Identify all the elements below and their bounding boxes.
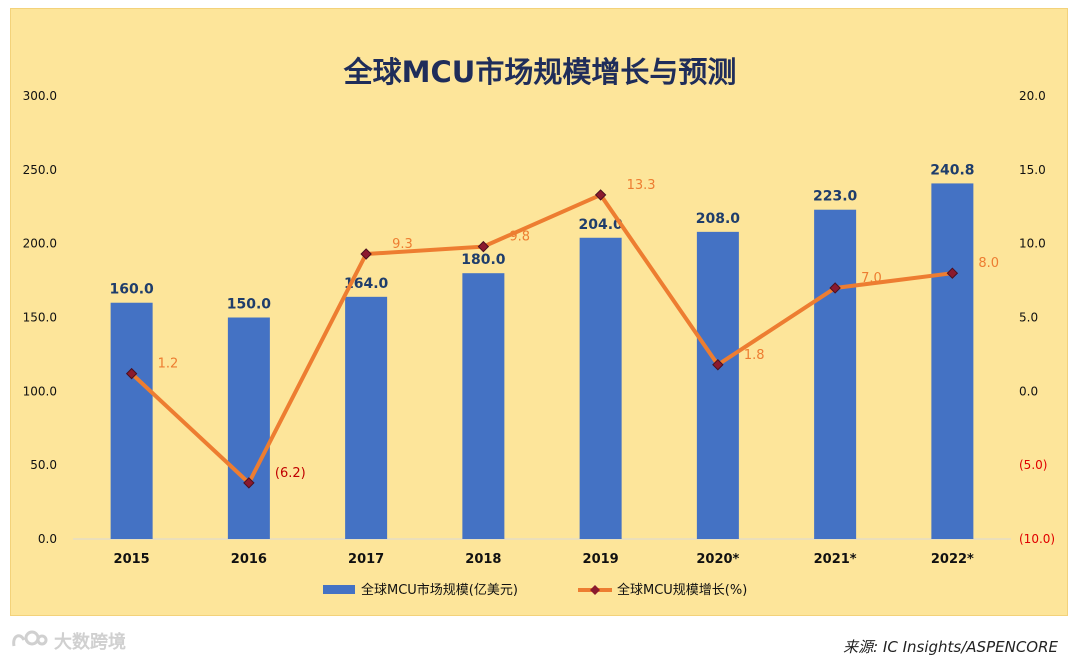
x-axis-tick-label: 2021* <box>814 552 857 567</box>
left-axis-tick-label: 100.0 <box>23 384 57 398</box>
line-point-marker <box>477 240 490 253</box>
x-axis-tick-label: 2015 <box>114 552 150 567</box>
line-data-label: 13.3 <box>627 178 656 193</box>
chart-svg: 全球MCU市场规模增长与预测 0.0 50.0 100.0 150.0 200.0 250.… <box>23 55 1055 598</box>
line-data-label: 9.8 <box>509 230 530 245</box>
right-axis-tick-label: 20.0 <box>1019 89 1046 103</box>
bar-data-label: 160.0 <box>109 282 154 298</box>
line-point-marker <box>829 282 841 294</box>
watermark-text: 大数跨境 <box>54 632 126 653</box>
bar <box>931 183 974 539</box>
legend-bar-label: 全球MCU市场规模(亿美元) <box>361 582 518 598</box>
right-axis-tick-label: 15.0 <box>1019 163 1046 177</box>
right-axis-tick-label: (10.0) <box>1019 532 1055 546</box>
bar-data-label: 204.0 <box>578 217 623 233</box>
x-axis-tick-label: 2022* <box>931 552 974 567</box>
bar-data-label: 180.0 <box>461 252 506 268</box>
x-axis-tick-label: 2016 <box>231 552 267 567</box>
line-data-label: 1.2 <box>158 357 179 372</box>
left-axis-tick-label: 0.0 <box>38 532 57 546</box>
left-axis-tick-label: 250.0 <box>23 163 57 177</box>
watermark-logo-icon <box>12 630 48 647</box>
right-axis-tick-label: 10.0 <box>1019 237 1046 251</box>
line-point-marker <box>594 189 607 201</box>
bar <box>462 273 505 539</box>
bar <box>345 296 388 539</box>
bar-data-label: 208.0 <box>696 211 741 227</box>
left-axis-tick-label: 300.0 <box>23 89 57 103</box>
x-axis-tick-label: 2019 <box>583 552 619 567</box>
chart-panel: 全球MCU市场规模增长与预测 0.0 50.0 100.0 150.0 200.0 250.… <box>10 8 1068 616</box>
chart-title: 全球MCU市场规模增长与预测 <box>343 55 737 89</box>
bar <box>696 231 739 539</box>
line-point-marker <box>712 359 724 371</box>
legend-bar-swatch <box>323 585 355 594</box>
right-axis-tick-label: 0.0 <box>1019 384 1038 398</box>
bar-data-label: 150.0 <box>227 297 272 313</box>
left-axis-tick-label: 150.0 <box>23 311 57 325</box>
line-data-label: 9.3 <box>392 237 413 252</box>
right-axis-tick-label: (5.0) <box>1019 458 1047 472</box>
line-point-marker <box>946 267 959 279</box>
bar <box>110 302 153 539</box>
growth-line <box>130 192 953 485</box>
bar-data-label: 240.8 <box>930 162 974 178</box>
legend-line-marker <box>590 585 600 595</box>
x-axis-tick-label: 2017 <box>348 552 384 567</box>
line-point-marker <box>125 367 138 380</box>
watermark: 大数跨境 <box>8 628 126 654</box>
x-axis-tick-label: 2018 <box>465 552 501 567</box>
line-data-label: 1.8 <box>744 348 765 363</box>
bar <box>579 237 622 539</box>
line-point-marker <box>360 248 372 260</box>
line-data-label: (6.2) <box>275 466 306 481</box>
source-note: 来源: IC Insights/ASPENCORE <box>843 638 1058 656</box>
bar <box>814 209 857 539</box>
line-data-label: 8.0 <box>978 256 999 271</box>
x-axis-tick-label: 2020* <box>696 552 739 567</box>
legend-line-label: 全球MCU规模增长(%) <box>617 582 747 598</box>
bar-data-label: 223.0 <box>813 189 858 205</box>
bar <box>227 317 270 539</box>
left-axis-tick-label: 50.0 <box>30 458 57 472</box>
left-axis-tick-label: 200.0 <box>23 237 57 251</box>
line-point-marker <box>243 477 255 489</box>
line-data-label: 7.0 <box>861 271 882 286</box>
right-axis-tick-label: 5.0 <box>1019 311 1038 325</box>
